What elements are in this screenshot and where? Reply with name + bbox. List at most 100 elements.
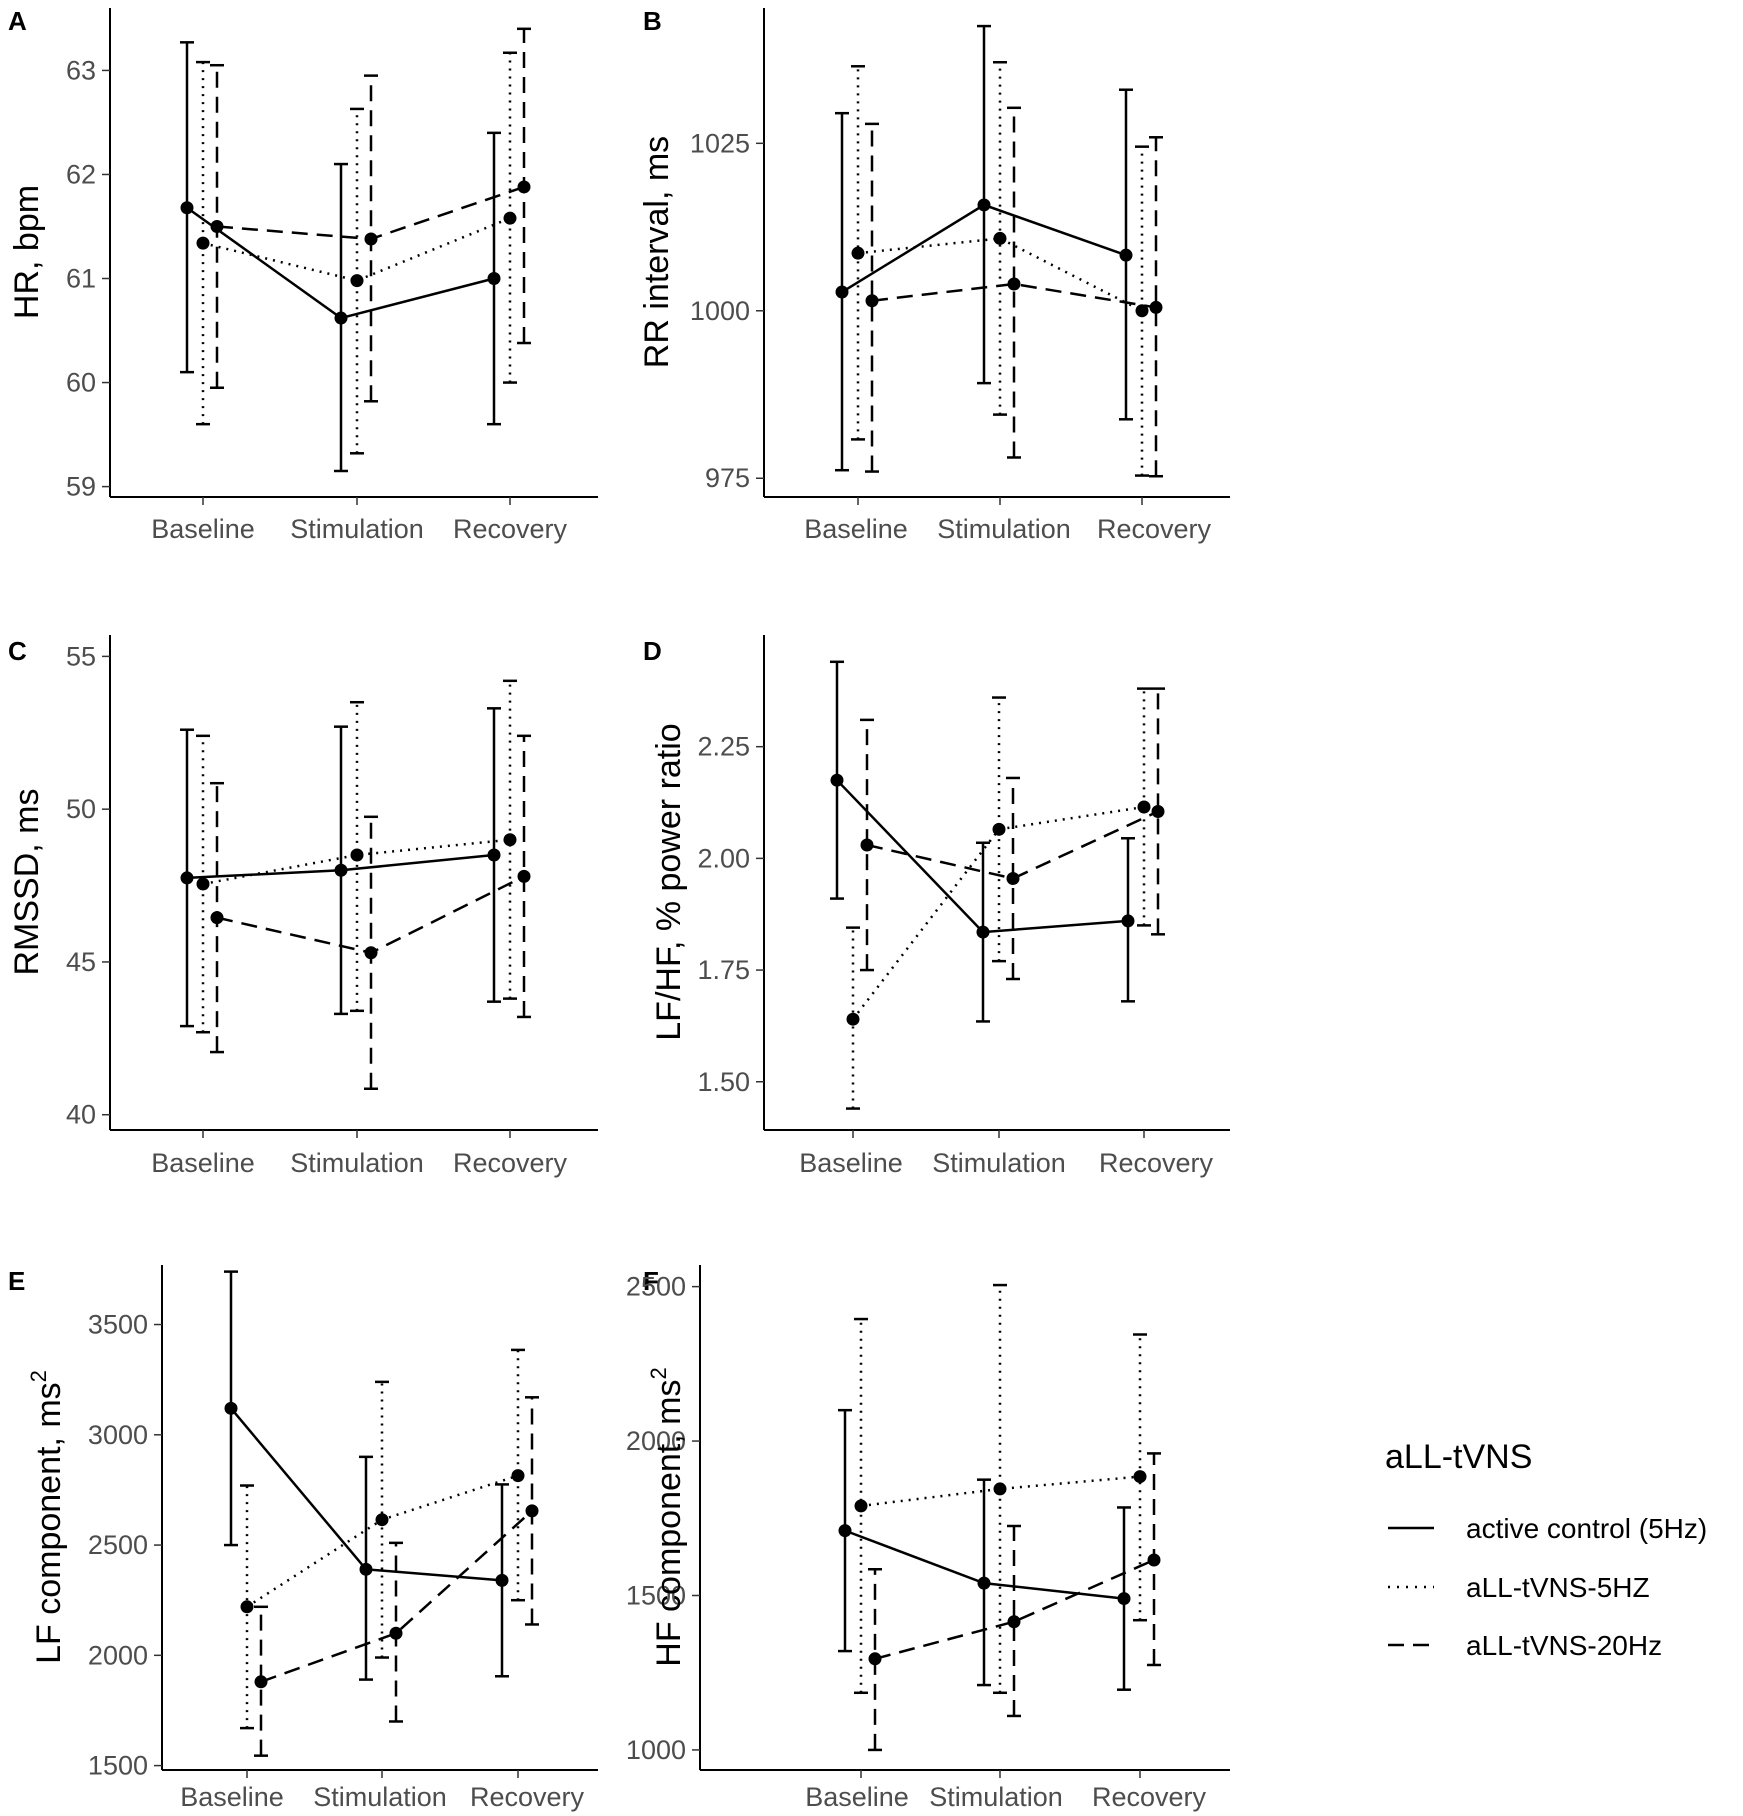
x-tick-label-a: Stimulation bbox=[290, 514, 424, 544]
y-tick-label-b: 1025 bbox=[690, 128, 750, 158]
data-point-alltvns-5hz-b bbox=[993, 231, 1007, 245]
data-point-alltvns-20hz-a bbox=[517, 180, 531, 194]
data-point-active-control-a bbox=[487, 272, 501, 286]
panel-b: B 975 1000 1025 Baseline Stimulation Recovery R… bbox=[638, 6, 1230, 544]
legend: aLL-tVNS active control (5Hz) aLL-tVNS-5HZ… bbox=[1385, 1438, 1707, 1661]
data-point-alltvns-20hz-f bbox=[1147, 1553, 1161, 1567]
series-line-alltvns-5hz-b bbox=[857, 237, 1143, 312]
x-tick-label-d: Baseline bbox=[799, 1148, 903, 1178]
data-point-active-control-b bbox=[977, 198, 991, 212]
panel-letter-d: D bbox=[643, 636, 662, 666]
series-line-alltvns-5hz-d bbox=[852, 805, 1145, 1020]
y-tick-label-e: 2500 bbox=[88, 1530, 148, 1560]
x-tick-label-c: Baseline bbox=[151, 1148, 255, 1178]
series-line-alltvns-20hz-e bbox=[260, 1509, 533, 1683]
series-line-alltvns-20hz-d bbox=[866, 810, 1159, 880]
panel-letter-f: F bbox=[643, 1266, 659, 1296]
data-point-active-control-b bbox=[1119, 248, 1133, 262]
panel-letter-a: A bbox=[8, 6, 27, 36]
y-tick-label-f: 2000 bbox=[626, 1426, 686, 1456]
panel-e: E 1500 2000 2500 3000 3500 Baseline Stimulation… bbox=[8, 1265, 598, 1812]
data-point-alltvns-5hz-c bbox=[196, 877, 210, 891]
data-point-alltvns-5hz-e bbox=[375, 1513, 389, 1527]
data-point-alltvns-20hz-d bbox=[1006, 871, 1020, 885]
x-tick-label-a: Recovery bbox=[453, 514, 568, 544]
data-point-alltvns-5hz-f bbox=[1133, 1470, 1147, 1484]
y-tick-label-d: 1.75 bbox=[697, 955, 750, 985]
y-tick-label-c: 45 bbox=[66, 947, 96, 977]
y-tick-label-d: 2.00 bbox=[697, 843, 750, 873]
y-tick-label-d: 2.25 bbox=[697, 732, 750, 762]
data-point-alltvns-5hz-f bbox=[993, 1482, 1007, 1496]
y-tick-label-a: 60 bbox=[66, 368, 96, 398]
legend-label-active-control: active control (5Hz) bbox=[1466, 1513, 1707, 1544]
panel-c: C 40 45 50 55 Baseline Stimulation Recovery RMSS… bbox=[8, 635, 598, 1178]
panel-letter-c: C bbox=[8, 636, 27, 666]
y-tick-label-f: 1000 bbox=[626, 1735, 686, 1765]
panel-d: D 1.50 1.75 2.00 2.25 Baseline Stimulation Reco… bbox=[643, 635, 1230, 1178]
data-point-alltvns-20hz-f bbox=[868, 1652, 882, 1666]
panel-a: A 59 60 61 62 63 Baseline Stimulation Recovery HR… bbox=[8, 6, 598, 544]
y-tick-label-c: 55 bbox=[66, 641, 96, 671]
data-point-alltvns-20hz-e bbox=[254, 1675, 268, 1689]
x-tick-label-b: Baseline bbox=[804, 514, 908, 544]
data-point-active-control-d bbox=[976, 925, 990, 939]
data-point-alltvns-20hz-a bbox=[210, 219, 224, 233]
data-point-alltvns-5hz-d bbox=[846, 1012, 860, 1026]
data-point-alltvns-5hz-d bbox=[1137, 800, 1151, 814]
data-point-active-control-a bbox=[180, 201, 194, 215]
y-tick-label-a: 62 bbox=[66, 159, 96, 189]
data-point-alltvns-20hz-c bbox=[364, 946, 378, 960]
data-point-alltvns-20hz-e bbox=[525, 1504, 539, 1518]
data-point-alltvns-5hz-a bbox=[350, 274, 364, 288]
x-tick-label-f: Baseline bbox=[805, 1782, 909, 1812]
data-point-active-control-a bbox=[334, 311, 348, 325]
legend-label-alltvns-20hz: aLL-tVNS-20Hz bbox=[1466, 1630, 1662, 1661]
x-tick-label-b: Recovery bbox=[1097, 514, 1212, 544]
y-axis-label-b: RR interval, ms bbox=[638, 136, 676, 368]
x-tick-label-d: Recovery bbox=[1099, 1148, 1214, 1178]
series-line-alltvns-5hz-e bbox=[246, 1474, 519, 1608]
data-point-alltvns-20hz-a bbox=[364, 232, 378, 246]
x-tick-label-b: Stimulation bbox=[937, 514, 1071, 544]
y-axis-label-superscript-f: 2 bbox=[646, 1367, 671, 1379]
data-point-active-control-d bbox=[1121, 914, 1135, 928]
data-point-active-control-c bbox=[334, 863, 348, 877]
legend-label-alltvns-5hz: aLL-tVNS-5HZ bbox=[1466, 1572, 1650, 1603]
data-point-alltvns-5hz-d bbox=[992, 822, 1006, 836]
data-point-alltvns-20hz-b bbox=[1007, 277, 1021, 291]
data-point-alltvns-5hz-c bbox=[350, 848, 364, 862]
x-tick-label-c: Recovery bbox=[453, 1148, 568, 1178]
data-point-alltvns-20hz-f bbox=[1007, 1615, 1021, 1629]
x-tick-label-f: Recovery bbox=[1092, 1782, 1207, 1812]
data-point-active-control-e bbox=[359, 1562, 373, 1576]
x-tick-label-a: Baseline bbox=[151, 514, 255, 544]
y-axis-label-c: RMSSD, ms bbox=[8, 789, 46, 976]
y-tick-label-b: 1000 bbox=[690, 296, 750, 326]
data-point-alltvns-20hz-d bbox=[860, 838, 874, 852]
series-line-alltvns-5hz-c bbox=[202, 838, 511, 886]
y-tick-label-e: 2000 bbox=[88, 1640, 148, 1670]
y-tick-label-e: 3500 bbox=[88, 1310, 148, 1340]
data-point-alltvns-20hz-c bbox=[210, 911, 224, 925]
y-axis-label-a: HR, bpm bbox=[8, 185, 46, 319]
legend-title: aLL-tVNS bbox=[1385, 1438, 1532, 1476]
data-point-active-control-c bbox=[180, 871, 194, 885]
panel-f: F 1000 1500 2000 2500 Baseline Stimulation Reco… bbox=[626, 1265, 1230, 1812]
data-point-alltvns-5hz-a bbox=[503, 211, 517, 225]
panel-letter-e: E bbox=[8, 1266, 25, 1296]
x-tick-label-c: Stimulation bbox=[290, 1148, 424, 1178]
y-axis-label-d: LF/HF, % power ratio bbox=[650, 723, 688, 1040]
data-point-alltvns-5hz-e bbox=[511, 1469, 525, 1483]
y-tick-label-c: 50 bbox=[66, 794, 96, 824]
y-tick-label-f: 2500 bbox=[626, 1272, 686, 1302]
data-point-alltvns-20hz-e bbox=[389, 1626, 403, 1640]
data-point-active-control-f bbox=[838, 1524, 852, 1538]
y-axis-label-superscript-e: 2 bbox=[26, 1370, 51, 1382]
y-tick-label-a: 63 bbox=[66, 55, 96, 85]
data-point-alltvns-20hz-c bbox=[517, 869, 531, 883]
y-tick-label-e: 1500 bbox=[88, 1751, 148, 1781]
data-point-alltvns-5hz-b bbox=[1135, 304, 1149, 318]
series-line-alltvns-20hz-b bbox=[871, 282, 1157, 309]
